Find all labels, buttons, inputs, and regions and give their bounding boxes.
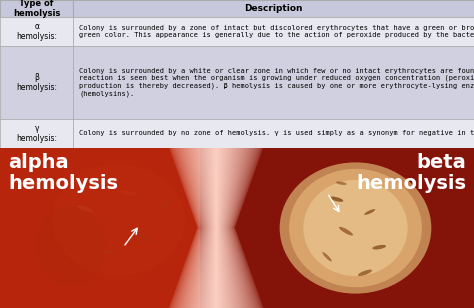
Ellipse shape	[358, 270, 372, 276]
Ellipse shape	[322, 252, 332, 261]
Ellipse shape	[330, 197, 343, 202]
Ellipse shape	[36, 206, 107, 286]
Ellipse shape	[160, 200, 172, 208]
Ellipse shape	[336, 181, 346, 185]
Text: α
hemolysis:: α hemolysis:	[16, 22, 57, 41]
Ellipse shape	[77, 205, 94, 213]
Ellipse shape	[133, 229, 151, 243]
Ellipse shape	[372, 245, 386, 249]
Text: alpha: alpha	[8, 153, 69, 172]
Bar	[73, 17, 474, 46]
Ellipse shape	[280, 162, 431, 294]
Bar	[0, 0, 73, 17]
Ellipse shape	[364, 209, 375, 215]
Bar	[0, 46, 73, 119]
Text: hemolysis: hemolysis	[356, 174, 466, 193]
Text: Colony is surrounded by no zone of hemolysis. γ is used simply as a synonym for : Colony is surrounded by no zone of hemol…	[79, 130, 474, 136]
Ellipse shape	[118, 190, 138, 195]
Bar	[73, 46, 474, 119]
Text: beta: beta	[416, 153, 466, 172]
Ellipse shape	[339, 227, 353, 236]
Ellipse shape	[52, 164, 185, 276]
Bar	[73, 119, 474, 148]
Text: γ
hemolysis:: γ hemolysis:	[16, 124, 57, 143]
Ellipse shape	[303, 180, 408, 276]
Text: Type of
hemolysis: Type of hemolysis	[13, 0, 60, 18]
Text: Description: Description	[245, 4, 303, 13]
Text: β
hemolysis:: β hemolysis:	[16, 73, 57, 92]
Bar	[73, 0, 474, 17]
Bar	[0, 17, 73, 46]
Text: Colony is surrounded by a zone of intact but discolored erythrocytes that have a: Colony is surrounded by a zone of intact…	[79, 25, 474, 38]
Text: hemolysis: hemolysis	[8, 174, 118, 193]
Bar	[0, 119, 73, 148]
Ellipse shape	[67, 236, 75, 245]
Ellipse shape	[101, 249, 117, 255]
Ellipse shape	[289, 169, 422, 287]
Text: Colony is surrounded by a white or clear zone in which few or no intact erythroc: Colony is surrounded by a white or clear…	[79, 68, 474, 97]
